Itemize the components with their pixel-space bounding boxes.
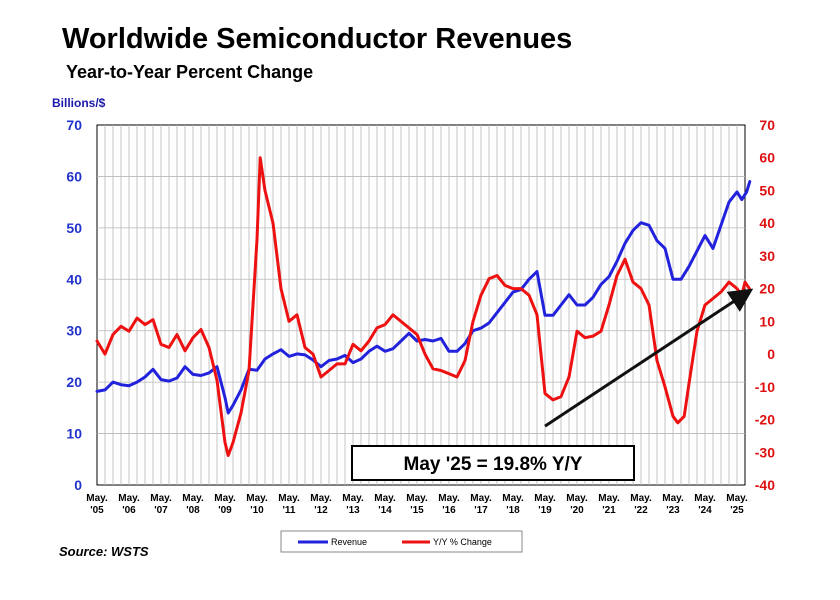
x-tick-label-year: '07 [154,505,168,516]
right-tick-label: 60 [759,150,775,166]
left-tick-label: 60 [66,168,82,184]
chart-subtitle: Year-to-Year Percent Change [66,62,313,82]
legend-box [280,530,523,553]
x-tick-label: May. [694,493,716,504]
left-tick-label: 0 [74,477,82,493]
x-tick-label: May. [566,493,588,504]
left-tick-label: 40 [66,271,82,287]
x-tick-label-year: '06 [122,505,136,516]
right-axis-ticks: -40 -30 -20 -10 0 10 20 30 40 50 60 70 [755,117,775,493]
x-tick-label: May. [118,493,140,504]
x-tick-label-year: '08 [186,505,200,516]
x-tick-label-year: '24 [698,505,712,516]
left-axis-label: Billions/$ [52,96,106,110]
x-tick-label-year: '16 [442,505,456,516]
left-tick-label: 70 [66,117,82,133]
left-tick-label: 10 [66,426,82,442]
chart-title: Worldwide Semiconductor Revenues [62,23,572,55]
right-tick-label: 30 [759,248,775,264]
x-tick-label: May. [534,493,556,504]
x-tick-label-year: '25 [730,505,744,516]
annotation-text: May '25 = 19.8% Y/Y [404,454,583,475]
x-tick-label: May. [86,493,108,504]
right-tick-label: 70 [759,117,775,133]
x-tick-label: May. [630,493,652,504]
x-tick-label: May. [502,493,524,504]
x-tick-label: May. [374,493,396,504]
x-tick-label: May. [278,493,300,504]
legend-label-revenue: Revenue [331,537,367,547]
x-tick-label: May. [470,493,492,504]
x-tick-label: May. [150,493,172,504]
left-axis-ticks: 0 10 20 30 40 50 60 70 [66,117,82,493]
trend-arrow-group [544,288,754,428]
right-tick-label: 40 [759,215,775,231]
right-tick-label: -40 [755,477,775,493]
x-tick-label-year: '09 [218,505,232,516]
x-tick-label: May. [598,493,620,504]
x-tick-label: May. [342,493,364,504]
right-tick-label: 0 [767,346,775,362]
x-tick-label-year: '21 [602,505,616,516]
right-tick-label: -10 [755,379,775,395]
right-tick-label: 50 [759,182,775,198]
x-tick-label: May. [246,493,268,504]
legend-label-yoy: Y/Y % Change [433,537,492,547]
right-tick-label: -20 [755,412,775,428]
x-tick-label-year: '15 [410,505,424,516]
x-tick-label: May. [214,493,236,504]
revenue-line [95,180,752,415]
x-tick-label-year: '12 [314,505,328,516]
source-note: Source: WSTS [59,544,149,559]
yoy-change-line [95,156,752,457]
trend-arrow [544,288,754,428]
x-tick-label-year: '18 [506,505,520,516]
x-tick-label-year: '14 [378,505,392,516]
series-lines [95,156,752,457]
x-tick-label-year: '17 [474,505,488,516]
x-tick-label: May. [182,493,204,504]
right-tick-label: -30 [755,444,775,460]
x-tick-label: May. [438,493,460,504]
x-tick-label-year: '05 [90,505,104,516]
plot-area [96,124,746,486]
right-tick-label: 20 [759,281,775,297]
x-tick-label: May. [310,493,332,504]
x-axis-ticks: May.'05May.'06May.'07May.'08May.'09May.'… [86,493,748,516]
x-tick-label-year: '11 [283,505,296,516]
annotation-box [351,445,635,481]
x-tick-label: May. [662,493,684,504]
left-tick-label: 30 [66,323,82,339]
x-tick-label-year: '20 [570,505,584,516]
x-tick-label-year: '10 [250,505,264,516]
right-tick-label: 10 [759,313,775,329]
x-tick-label-year: '22 [634,505,648,516]
left-tick-label: 20 [66,374,82,390]
x-tick-label-year: '19 [538,505,552,516]
x-tick-label-year: '23 [666,505,680,516]
left-tick-label: 50 [66,220,82,236]
x-tick-label: May. [406,493,428,504]
x-tick-label: May. [726,493,748,504]
x-tick-label-year: '13 [346,505,360,516]
